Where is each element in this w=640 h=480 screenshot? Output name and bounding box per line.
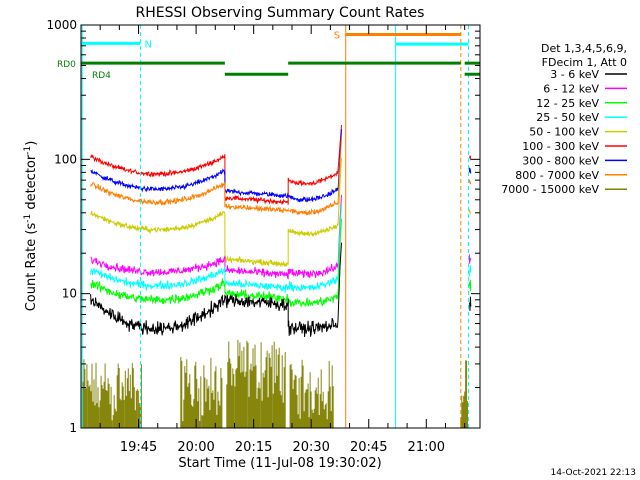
rd4-label: RD4 (92, 71, 111, 81)
legend-header-0: Det 1,3,4,5,6,9, (541, 42, 627, 55)
series-stub-2 (468, 179, 472, 185)
plot-area: NS (81, 25, 480, 428)
series-stub-5 (468, 264, 472, 278)
rd0-label: RD0 (57, 60, 76, 70)
legend-label-8: 7000 - 15000 keV (501, 183, 599, 196)
chart-title: RHESSI Observing Summary Count Rates (136, 5, 425, 21)
series-line-3 (90, 157, 342, 268)
series-line-0 (90, 124, 342, 205)
series-line-2 (90, 138, 342, 216)
legend: Det 1,3,4,5,6,9,FDecim 1, Att 03 - 6 keV… (501, 42, 627, 196)
series-7000-15000kev-block-3 (226, 339, 286, 428)
legend-label-6: 300 - 800 keV (522, 154, 599, 167)
legend-label-5: 100 - 300 keV (522, 140, 599, 153)
x-tick-label-4: 20:45 (350, 440, 387, 455)
series-stub-3 (468, 209, 472, 215)
series-line-4 (90, 194, 342, 280)
series-line-7 (90, 242, 342, 338)
series-stub-7 (468, 296, 472, 311)
y-tick-label-0: 1 (69, 421, 77, 435)
x-tick-label-2: 20:15 (235, 440, 272, 455)
legend-label-2: 12 - 25 keV (536, 97, 599, 110)
legend-label-7: 800 - 7000 keV (515, 169, 599, 182)
x-tick-label-1: 20:00 (177, 440, 214, 455)
legend-header-1: FDecim 1, Att 0 (542, 56, 627, 69)
flag-label-N: N (144, 39, 151, 50)
x-axis-label: Start Time (11-Jul-08 19:30:02) (178, 456, 381, 471)
y-axis: 1 10 100 1000 (46, 18, 480, 435)
series-stub-0 (469, 155, 472, 161)
series-stub-1 (468, 167, 472, 174)
series-stub-6 (468, 279, 472, 292)
legend-label-4: 50 - 100 keV (529, 126, 599, 139)
series-7000-15000kev-block-1 (82, 359, 142, 428)
x-tick-label-5: 21:00 (408, 440, 445, 455)
series-7000-15000kev-block-4 (289, 359, 334, 428)
x-axis: 19:45 20:00 20:15 20:30 20:45 21:00 (80, 25, 466, 455)
timestamp: 14-Oct-2021 22:13 (551, 468, 636, 478)
x-tick-label-0: 19:45 (120, 440, 157, 455)
y-axis-label: Count Rate (s-1 detector-1) (23, 141, 39, 312)
series-line-6 (90, 218, 342, 308)
legend-label-3: 25 - 50 keV (536, 111, 599, 124)
x-tick-label-3: 20:30 (292, 440, 329, 455)
series-7000-15000kev-block-2 (180, 357, 223, 428)
plot-frame (80, 24, 481, 429)
legend-label-0: 3 - 6 keV (550, 68, 599, 81)
series-line-5 (90, 203, 342, 293)
legend-label-1: 6 - 12 keV (543, 82, 599, 95)
y-tick-label-3: 1000 (46, 18, 77, 32)
series-stub-4 (468, 254, 472, 264)
series-line-1 (90, 129, 342, 203)
series-7000-15000kev-block-5 (460, 360, 468, 428)
y-tick-label-1: 10 (62, 287, 77, 301)
flag-label-S: S (334, 30, 340, 41)
y-tick-label-2: 100 (54, 152, 77, 166)
